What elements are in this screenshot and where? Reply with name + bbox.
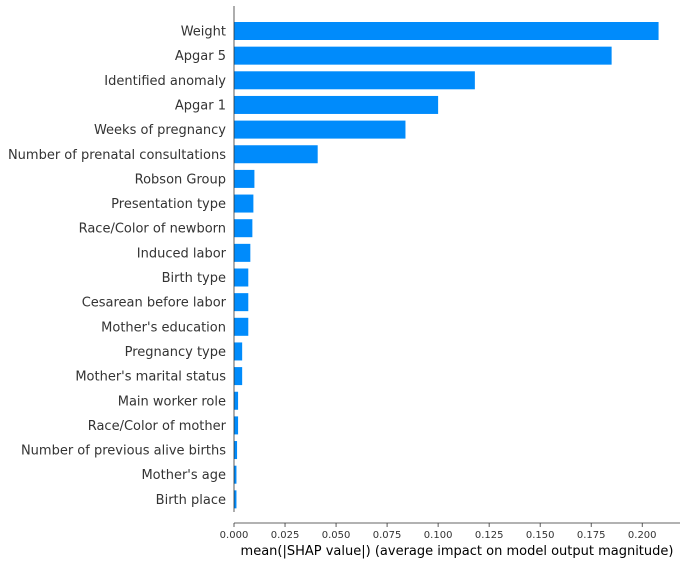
x-tick-label-2: 0.050 — [322, 530, 351, 541]
category-label-1: Apgar 5 — [175, 49, 226, 64]
category-label-6: Robson Group — [135, 172, 226, 187]
category-label-9: Induced labor — [137, 246, 227, 261]
category-label-5: Number of prenatal consultations — [8, 148, 226, 163]
x-tick-label-7: 0.175 — [577, 530, 606, 541]
bar-0 — [234, 22, 659, 40]
bar-9 — [234, 243, 251, 262]
bar-12 — [234, 317, 249, 336]
bar-16 — [234, 416, 239, 435]
bar-13 — [234, 342, 243, 361]
x-tick-label-6: 0.150 — [526, 530, 555, 541]
bar-7 — [234, 194, 254, 213]
category-label-8: Race/Color of newborn — [79, 222, 226, 237]
bar-18 — [234, 465, 237, 484]
x-tick-label-0: 0.000 — [220, 530, 249, 541]
category-label-13: Pregnancy type — [125, 345, 226, 360]
category-labels: Weight Apgar 5 Identified anomaly Apgar 1 We… — [8, 25, 227, 508]
bar-6 — [234, 169, 255, 188]
x-axis-ticks: 0.000 0.025 0.050 0.075 0.100 0.125 0.150 0.175… — [220, 523, 657, 541]
bar-19 — [234, 490, 237, 509]
bar-15 — [234, 391, 239, 410]
category-label-10: Birth type — [162, 271, 226, 286]
bars-group — [234, 22, 659, 509]
category-label-15: Main worker role — [118, 394, 226, 409]
bar-11 — [234, 293, 249, 312]
category-label-4: Weeks of pregnancy — [94, 123, 226, 138]
category-label-2: Identified anomaly — [104, 74, 226, 89]
category-label-16: Race/Color of mother — [88, 419, 227, 434]
bar-1 — [234, 46, 612, 65]
category-label-0: Weight — [181, 25, 226, 40]
x-tick-label-8: 0.200 — [628, 530, 657, 541]
category-label-11: Cesarean before labor — [82, 296, 227, 311]
bar-5 — [234, 145, 318, 164]
bar-2 — [234, 71, 475, 90]
x-tick-label-4: 0.100 — [424, 530, 453, 541]
category-label-3: Apgar 1 — [175, 98, 226, 113]
bar-3 — [234, 95, 439, 114]
x-axis-title: mean(|SHAP value|) (average impact on mo… — [241, 544, 674, 559]
bar-14 — [234, 367, 243, 386]
bar-8 — [234, 219, 253, 238]
category-label-17: Number of previous alive births — [21, 444, 226, 459]
x-tick-label-5: 0.125 — [475, 530, 504, 541]
category-label-7: Presentation type — [111, 197, 226, 212]
category-label-19: Birth place — [156, 493, 226, 508]
bar-10 — [234, 268, 249, 287]
bar-17 — [234, 441, 238, 460]
category-label-12: Mother's education — [101, 320, 226, 335]
x-tick-label-1: 0.025 — [271, 530, 300, 541]
bar-4 — [234, 120, 406, 139]
category-label-18: Mother's age — [141, 468, 226, 483]
category-label-14: Mother's marital status — [75, 370, 226, 385]
x-tick-label-3: 0.075 — [373, 530, 402, 541]
